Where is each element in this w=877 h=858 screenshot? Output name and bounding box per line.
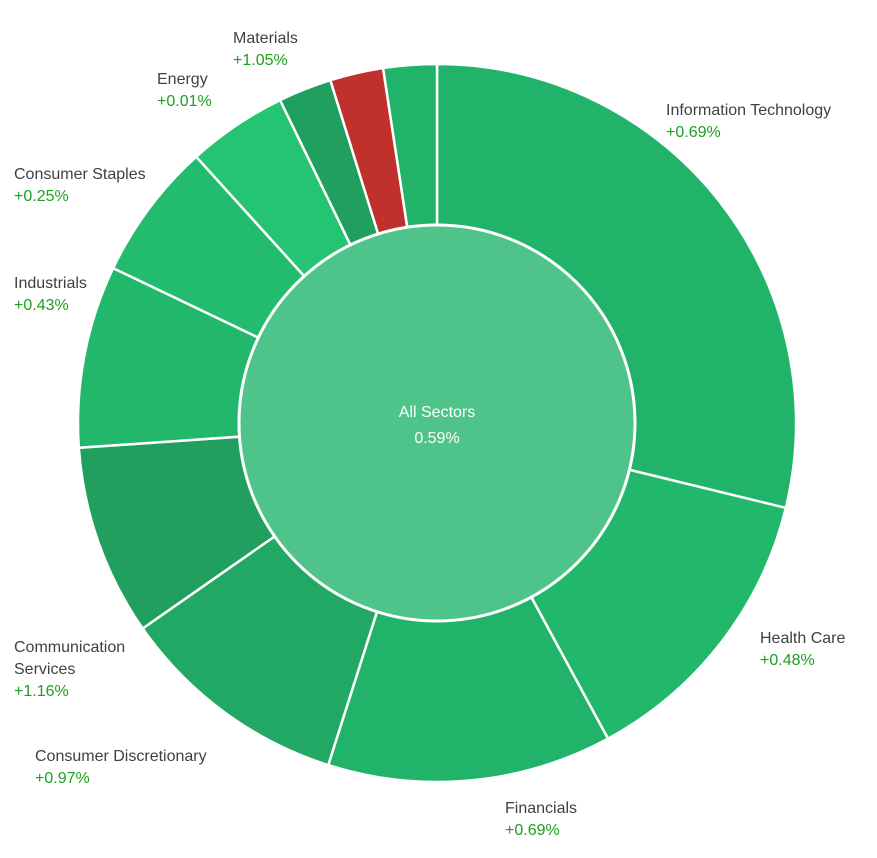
label-name-financials: Financials [505, 800, 577, 817]
label-name-communication-services: Communication [14, 639, 125, 656]
label-name-communication-services: Services [14, 661, 75, 678]
center-label: All Sectors [399, 404, 475, 421]
donut-slices [76, 62, 798, 784]
label-value-information-technology: +0.69% [666, 124, 721, 141]
label-value-financials: +0.69% [505, 822, 560, 839]
label-name-materials: Materials [233, 30, 298, 47]
label-name-health-care: Health Care [760, 630, 845, 647]
label-value-communication-services: +1.16% [14, 683, 69, 700]
slice-labels: Information Technology +0.69% Health Care +… [14, 30, 845, 839]
center-disc[interactable] [237, 223, 637, 623]
label-value-consumer-staples: +0.25% [14, 188, 69, 205]
label-value-industrials: +0.43% [14, 297, 69, 314]
center-value: 0.59% [414, 430, 459, 447]
label-name-consumer-staples: Consumer Staples [14, 166, 146, 183]
label-name-consumer-discretionary: Consumer Discretionary [35, 748, 207, 765]
label-value-health-care: +0.48% [760, 652, 815, 669]
label-name-industrials: Industrials [14, 275, 87, 292]
label-value-materials: +1.05% [233, 52, 288, 69]
label-name-information-technology: Information Technology [666, 102, 831, 119]
label-value-energy: +0.01% [157, 93, 212, 110]
label-name-energy: Energy [157, 71, 208, 88]
label-value-consumer-discretionary: +0.97% [35, 770, 90, 787]
